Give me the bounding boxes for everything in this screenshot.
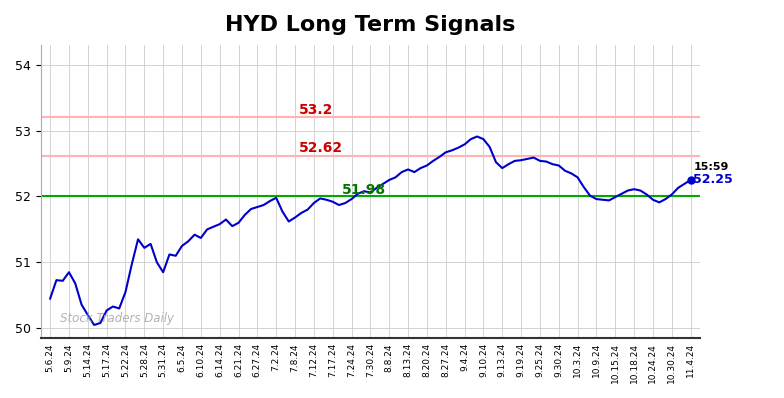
Text: 52.62: 52.62 — [299, 141, 343, 155]
Text: 53.2: 53.2 — [299, 103, 333, 117]
Text: Stock Traders Daily: Stock Traders Daily — [60, 312, 173, 325]
Text: 15:59: 15:59 — [694, 162, 729, 172]
Text: 52.25: 52.25 — [694, 173, 733, 186]
Title: HYD Long Term Signals: HYD Long Term Signals — [225, 15, 516, 35]
Text: 51.98: 51.98 — [342, 183, 387, 197]
